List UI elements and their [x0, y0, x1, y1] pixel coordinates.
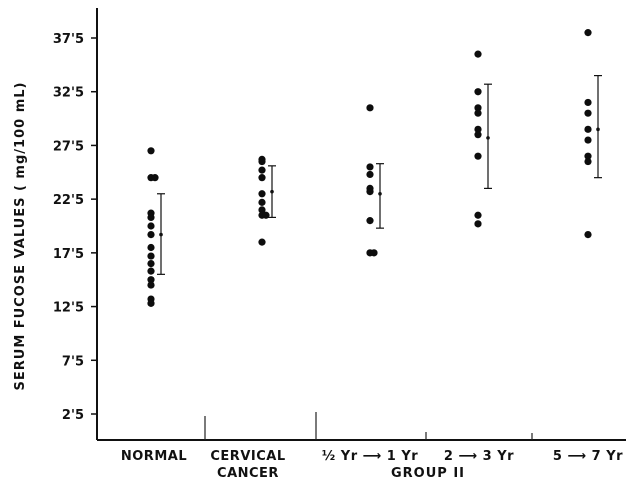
data-point [474, 211, 482, 219]
y-tick-label: 17'5 [53, 247, 84, 262]
data-point [366, 170, 374, 179]
data-point [151, 174, 159, 182]
y-tick-label: 32'5 [53, 86, 84, 101]
data-point [147, 267, 155, 275]
y-tick-label: 22'5 [53, 193, 84, 208]
data-point [584, 230, 592, 239]
data-point [370, 249, 378, 257]
x-category-label: NORMAL [121, 449, 187, 464]
mean-marker [270, 189, 274, 194]
x-category-label: 5 ⟶ 7 Yr [553, 449, 623, 464]
data-point [258, 174, 266, 182]
data-point [258, 157, 266, 166]
data-point [474, 109, 482, 117]
data-point [147, 252, 155, 260]
y-ticks: 2'5 7'5 12'5 17'5 22'5 27'5 32'5 37'5 [53, 32, 97, 423]
data-point [474, 131, 482, 139]
data-point [147, 147, 155, 155]
data-point [258, 238, 266, 246]
data-point [584, 157, 592, 166]
data-point [584, 125, 592, 133]
data-point [584, 152, 592, 160]
x-category-label: ½ Yr ⟶ 1 Yr [322, 449, 418, 464]
category-dividers [204, 412, 533, 440]
y-tick-label: 7'5 [62, 354, 84, 369]
data-point [262, 211, 270, 219]
data-point [584, 98, 592, 107]
data-point [474, 88, 482, 96]
x-category-label: CERVICAL [210, 449, 285, 464]
data-point [366, 104, 374, 112]
x-category-label: CANCER [217, 466, 279, 481]
data-points [147, 29, 592, 307]
data-point [474, 125, 482, 133]
data-point [258, 206, 266, 214]
data-point [147, 281, 155, 289]
data-point [474, 220, 482, 228]
y-tick-label: 12'5 [53, 301, 84, 316]
mean-marker [159, 232, 163, 237]
mean-marker [486, 136, 490, 140]
data-point [258, 198, 266, 206]
mean-marker [596, 127, 600, 132]
data-point [366, 188, 374, 196]
data-point [584, 109, 592, 117]
y-tick-label: 37'5 [53, 32, 84, 47]
x-category-labels: NORMAL CERVICAL CANCER ½ Yr ⟶ 1 Yr 2 ⟶ 3 Yr 5… [121, 449, 623, 481]
data-point [258, 190, 266, 198]
data-point [147, 230, 155, 239]
data-point [258, 166, 266, 174]
group-label: GROUP II [391, 466, 465, 481]
error-bars [157, 74, 602, 275]
data-point [584, 136, 592, 144]
data-point [474, 50, 482, 58]
data-point [147, 276, 155, 284]
data-point [147, 299, 155, 307]
y-tick-label: 2'5 [62, 408, 84, 423]
data-point [474, 152, 482, 160]
data-point [366, 217, 374, 225]
data-point [147, 222, 155, 230]
data-point [147, 260, 155, 268]
mean-marker [378, 191, 382, 196]
data-point [584, 29, 592, 37]
data-point [147, 213, 155, 222]
data-point [147, 243, 155, 252]
y-axis-label: SERUM FUCOSE VALUES ( mg/100 mL) [13, 82, 28, 391]
data-point [366, 163, 374, 171]
y-tick-label: 27'5 [53, 139, 84, 154]
data-point [474, 104, 482, 112]
x-category-label: 2 ⟶ 3 Yr [444, 449, 514, 464]
